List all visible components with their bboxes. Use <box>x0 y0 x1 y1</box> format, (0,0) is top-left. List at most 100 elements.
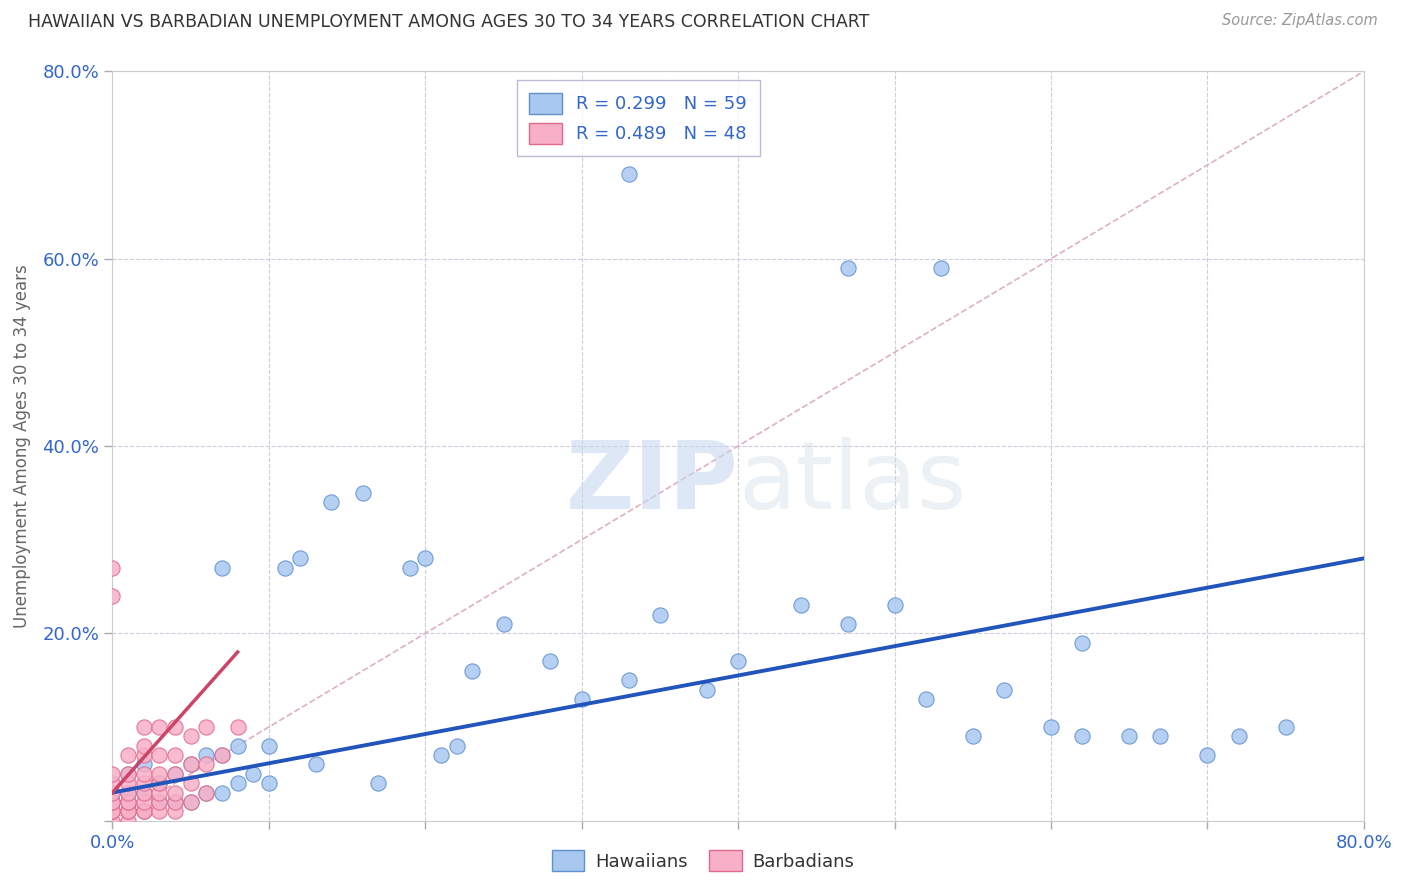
Point <box>1197 747 1219 762</box>
Point <box>211 747 233 762</box>
Point <box>226 720 249 734</box>
Point <box>117 805 139 819</box>
Point <box>163 767 186 781</box>
Point <box>148 767 170 781</box>
Point <box>101 767 124 781</box>
Point <box>101 805 124 819</box>
Point <box>352 486 374 500</box>
Point <box>117 767 139 781</box>
Point <box>163 767 186 781</box>
Point <box>257 776 280 790</box>
Point <box>148 795 170 809</box>
Point <box>648 607 671 622</box>
Point <box>321 495 343 509</box>
Point <box>290 551 312 566</box>
Point <box>837 261 859 276</box>
Point <box>1274 720 1296 734</box>
Point <box>837 617 859 632</box>
Point <box>101 795 124 809</box>
Point <box>883 599 905 613</box>
Point <box>242 767 264 781</box>
Point <box>226 739 249 753</box>
Point <box>163 805 186 819</box>
Point <box>367 776 389 790</box>
Point <box>195 757 218 772</box>
Point <box>257 739 280 753</box>
Point <box>915 692 938 706</box>
Text: atlas: atlas <box>738 437 966 530</box>
Point <box>195 786 218 800</box>
Point <box>305 757 328 772</box>
Point <box>1227 730 1250 744</box>
Point <box>211 786 233 800</box>
Point <box>931 261 953 276</box>
Text: Source: ZipAtlas.com: Source: ZipAtlas.com <box>1222 13 1378 29</box>
Point <box>117 786 139 800</box>
Point <box>101 561 124 575</box>
Point <box>101 795 124 809</box>
Point <box>117 776 139 790</box>
Point <box>132 767 155 781</box>
Point <box>132 795 155 809</box>
Point <box>132 739 155 753</box>
Point <box>163 795 186 809</box>
Point <box>211 561 233 575</box>
Point <box>273 561 295 575</box>
Point <box>117 795 139 809</box>
Point <box>993 682 1015 697</box>
Point <box>117 795 139 809</box>
Point <box>117 805 139 819</box>
Point <box>132 805 155 819</box>
Point <box>132 805 155 819</box>
Point <box>132 805 155 819</box>
Point <box>148 720 170 734</box>
Point <box>1071 635 1094 649</box>
Point <box>211 747 233 762</box>
Text: ZIP: ZIP <box>565 437 738 530</box>
Point <box>163 795 186 809</box>
Point <box>1071 730 1094 744</box>
Point <box>117 814 139 828</box>
Point <box>132 786 155 800</box>
Legend: Hawaiians, Barbadians: Hawaiians, Barbadians <box>544 843 862 879</box>
Point <box>132 757 155 772</box>
Point <box>727 655 749 669</box>
Point <box>117 786 139 800</box>
Point <box>398 561 420 575</box>
Point <box>148 747 170 762</box>
Point <box>101 786 124 800</box>
Point <box>117 795 139 809</box>
Point <box>101 589 124 603</box>
Point <box>492 617 515 632</box>
Point <box>540 655 562 669</box>
Point <box>101 786 124 800</box>
Point <box>180 795 202 809</box>
Point <box>226 776 249 790</box>
Point <box>790 599 813 613</box>
Point <box>101 776 124 790</box>
Point <box>1149 730 1171 744</box>
Point <box>117 805 139 819</box>
Point <box>148 776 170 790</box>
Point <box>180 730 202 744</box>
Point <box>1118 730 1140 744</box>
Point <box>148 795 170 809</box>
Point <box>195 786 218 800</box>
Point <box>415 551 437 566</box>
Point <box>195 720 218 734</box>
Point <box>617 168 640 182</box>
Point <box>180 795 202 809</box>
Y-axis label: Unemployment Among Ages 30 to 34 years: Unemployment Among Ages 30 to 34 years <box>13 264 31 628</box>
Point <box>132 786 155 800</box>
Point <box>180 757 202 772</box>
Point <box>163 720 186 734</box>
Point <box>571 692 593 706</box>
Point <box>148 776 170 790</box>
Point <box>962 730 984 744</box>
Point <box>101 814 124 828</box>
Point <box>461 664 484 678</box>
Text: HAWAIIAN VS BARBADIAN UNEMPLOYMENT AMONG AGES 30 TO 34 YEARS CORRELATION CHART: HAWAIIAN VS BARBADIAN UNEMPLOYMENT AMONG… <box>28 13 869 31</box>
Point <box>132 720 155 734</box>
Point <box>117 767 139 781</box>
Point <box>696 682 718 697</box>
